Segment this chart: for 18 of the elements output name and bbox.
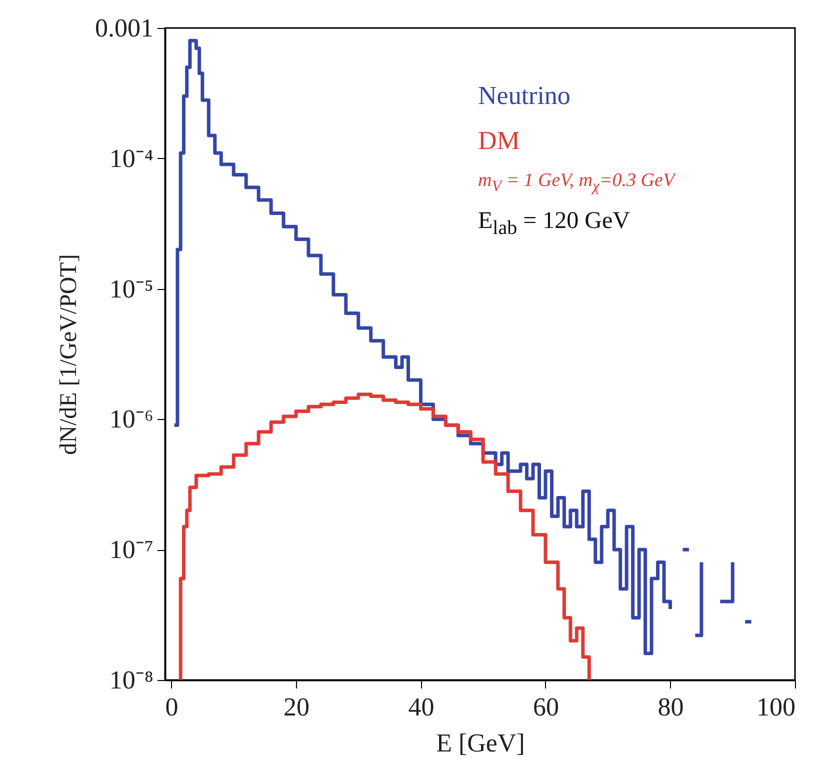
y-tick-label: 10⁻⁵ (109, 274, 154, 304)
text: Neutrino (478, 81, 570, 110)
y-tick-label: 10⁻⁸ (109, 666, 154, 694)
text: DM (478, 126, 520, 155)
y-tick-label: 0.001 (95, 14, 154, 42)
annotation: m$_{V}$ = 1 GeV, m$_{χ}$=0.3 GeV (478, 170, 675, 196)
y-axis-title: dN/dE [1/GeV/POT] (56, 254, 82, 455)
y-tick-label: 10⁻⁶ (109, 404, 154, 434)
x-tick-label: 20 (283, 692, 310, 722)
annotation: E$_{lab}$ = 120 GeV (478, 208, 630, 240)
x-axis-title: E [GeV] (436, 728, 525, 758)
x-tick-label: 0 (165, 692, 178, 722)
x-tick-label: 100 (756, 692, 796, 722)
x-tick-label: 40 (408, 692, 434, 722)
y-tick-label: 10⁻⁴ (109, 144, 154, 173)
x-tick-label: 60 (532, 692, 559, 722)
x-tick-label: 80 (658, 692, 684, 722)
y-tick-label: 10⁻⁷ (109, 535, 154, 564)
